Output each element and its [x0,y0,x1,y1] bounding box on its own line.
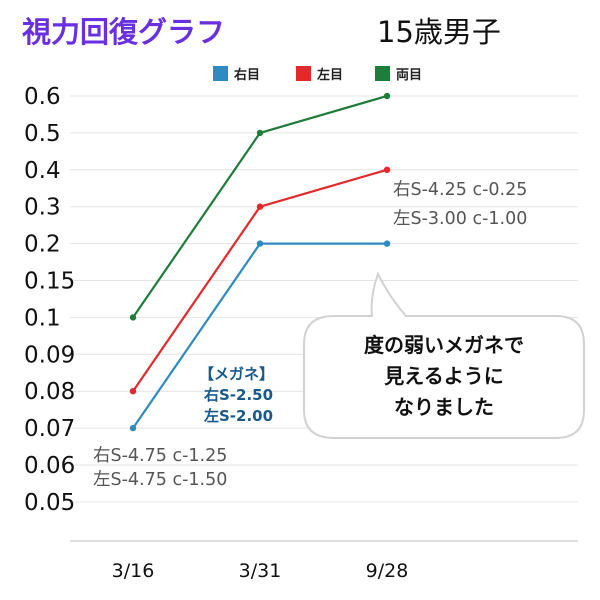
first-rx-right: 右S-4.75 c-1.25 [93,446,227,466]
last-prescription-note: 右S-4.25 c-0.25 左S-3.00 c-1.00 [393,180,527,229]
first-prescription-note: 右S-4.75 c-1.25 左S-4.75 c-1.50 [93,446,227,490]
data-point [129,388,137,395]
x-tick-label: 3/16 [112,560,155,582]
data-point [129,424,137,432]
data-point [129,314,137,321]
first-rx-left: 左S-4.75 c-1.50 [93,470,227,490]
callout-line-2: 見えるように [384,364,503,388]
glasses-note: 【メガネ】 右S-2.50 左S-2.00 [199,365,274,425]
y-tick-label: 0.1 [24,305,61,331]
y-tick-label: 0.5 [24,121,61,147]
legend-swatch [296,66,311,81]
callout-shape [303,271,585,439]
x-tick-label: 3/31 [239,560,282,582]
legend-swatch [213,66,228,81]
y-tick-label: 0.15 [24,269,75,295]
data-point [383,240,391,247]
callout-bubble: 度の弱いメガネで 見えるように なりました [303,271,585,439]
y-tick-label: 0.3 [24,195,61,221]
chart-title: 視力回復グラフ [22,15,225,49]
glasses-right: 右S-2.50 [204,386,273,404]
legend-label: 左目 [317,67,343,83]
data-point [383,92,391,100]
y-tick-label: 0.09 [24,342,75,368]
last-rx-left: 左S-3.00 c-1.00 [393,209,527,229]
legend-label: 右目 [233,67,260,83]
y-tick-label: 0.4 [24,158,61,184]
x-axis: 3/16 3/31 9/28 [112,560,409,582]
callout-line-1: 度の弱いメガネで [364,333,524,357]
callout-line-3: なりました [394,395,494,419]
y-tick-label: 0.07 [24,416,75,442]
data-point [256,203,264,210]
y-tick-label: 0.08 [24,379,75,405]
data-point [383,166,391,173]
chart-subtitle: 15歳男子 [377,15,501,49]
x-tick-label: 9/28 [366,560,409,582]
series-lines [129,92,391,432]
data-point [256,129,264,137]
last-rx-right: 右S-4.25 c-0.25 [393,180,527,200]
y-tick-label: 0.06 [24,453,75,479]
y-tick-label: 0.05 [24,490,75,516]
glasses-heading: 【メガネ】 [199,365,274,383]
legend-label: 両目 [396,68,422,83]
y-tick-label: 0.2 [24,232,61,258]
legend-swatch [375,66,390,81]
y-axis: 0.6 0.5 0.4 0.3 0.2 0.15 0.1 0.09 0.08 0.07 0.06 0.… [24,84,75,516]
glasses-left: 左S-2.00 [203,407,273,425]
legend: 右目 左目 両目 [213,66,422,83]
y-tick-label: 0.6 [24,84,61,110]
data-point [256,240,264,247]
